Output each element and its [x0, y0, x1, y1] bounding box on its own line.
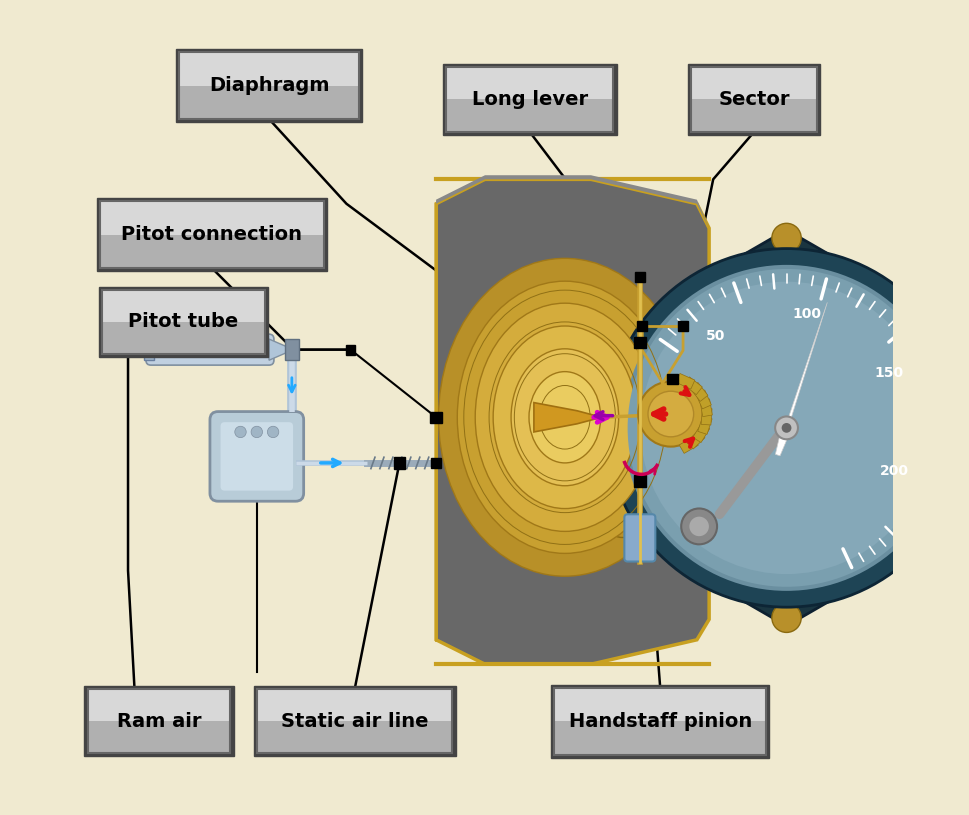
- FancyBboxPatch shape: [550, 685, 768, 758]
- FancyBboxPatch shape: [687, 64, 820, 135]
- Polygon shape: [268, 339, 294, 360]
- Bar: [634, 475, 645, 487]
- Circle shape: [607, 319, 636, 348]
- Circle shape: [781, 423, 791, 433]
- FancyBboxPatch shape: [145, 334, 273, 365]
- Bar: [345, 345, 355, 355]
- Bar: [144, 339, 154, 360]
- Text: Static air line: Static air line: [281, 711, 428, 731]
- FancyBboxPatch shape: [690, 67, 816, 99]
- Polygon shape: [436, 179, 708, 664]
- Ellipse shape: [528, 372, 600, 463]
- FancyBboxPatch shape: [179, 86, 359, 119]
- Bar: [123, 345, 133, 355]
- Bar: [683, 377, 702, 394]
- Ellipse shape: [438, 258, 691, 576]
- Text: Pitot connection: Pitot connection: [121, 225, 302, 244]
- FancyBboxPatch shape: [87, 721, 230, 753]
- Text: 150: 150: [873, 367, 902, 381]
- Text: 50: 50: [704, 329, 724, 343]
- FancyBboxPatch shape: [209, 412, 303, 501]
- Circle shape: [267, 426, 278, 438]
- FancyBboxPatch shape: [553, 688, 766, 721]
- Bar: [393, 457, 405, 469]
- Circle shape: [234, 426, 246, 438]
- Circle shape: [623, 265, 949, 591]
- Polygon shape: [774, 302, 827, 456]
- FancyBboxPatch shape: [179, 52, 359, 86]
- FancyBboxPatch shape: [100, 201, 324, 235]
- Bar: [675, 373, 694, 389]
- Ellipse shape: [456, 281, 672, 553]
- Bar: [430, 412, 441, 423]
- Bar: [637, 321, 646, 331]
- FancyBboxPatch shape: [446, 67, 612, 99]
- Bar: [667, 373, 677, 384]
- Text: Handstaff pinion: Handstaff pinion: [568, 711, 751, 731]
- FancyBboxPatch shape: [257, 689, 452, 721]
- FancyBboxPatch shape: [253, 686, 455, 756]
- Circle shape: [935, 509, 965, 538]
- Text: Diaphragm: Diaphragm: [208, 76, 328, 95]
- Polygon shape: [533, 403, 601, 432]
- Ellipse shape: [475, 303, 654, 531]
- Polygon shape: [614, 230, 957, 626]
- Circle shape: [689, 517, 708, 536]
- Circle shape: [638, 381, 703, 447]
- Circle shape: [607, 249, 965, 607]
- FancyArrowPatch shape: [129, 346, 138, 354]
- FancyBboxPatch shape: [99, 287, 268, 357]
- Text: Long lever: Long lever: [471, 90, 587, 109]
- Bar: [700, 399, 711, 416]
- Bar: [686, 430, 704, 449]
- Bar: [284, 339, 298, 360]
- FancyBboxPatch shape: [553, 721, 766, 755]
- Bar: [634, 337, 645, 348]
- Circle shape: [647, 391, 693, 437]
- FancyBboxPatch shape: [257, 721, 452, 753]
- FancyBboxPatch shape: [87, 689, 230, 721]
- Circle shape: [680, 509, 716, 544]
- FancyBboxPatch shape: [84, 686, 234, 756]
- Circle shape: [771, 603, 800, 632]
- Circle shape: [251, 426, 263, 438]
- Bar: [199, 344, 209, 355]
- Bar: [634, 272, 644, 283]
- FancyBboxPatch shape: [100, 235, 324, 268]
- Ellipse shape: [511, 349, 618, 486]
- FancyBboxPatch shape: [97, 198, 327, 271]
- Circle shape: [774, 416, 797, 439]
- Circle shape: [935, 319, 965, 348]
- Circle shape: [771, 223, 800, 253]
- Bar: [695, 390, 710, 409]
- FancyBboxPatch shape: [446, 99, 612, 132]
- Bar: [692, 424, 709, 443]
- Circle shape: [607, 509, 636, 538]
- FancyBboxPatch shape: [102, 322, 265, 354]
- Text: 200: 200: [879, 465, 908, 478]
- Text: 100: 100: [792, 306, 821, 320]
- Text: Sector: Sector: [717, 90, 789, 109]
- FancyBboxPatch shape: [176, 49, 361, 122]
- Bar: [430, 458, 441, 468]
- Bar: [697, 416, 711, 434]
- Bar: [690, 382, 707, 401]
- FancyBboxPatch shape: [102, 290, 265, 322]
- FancyBboxPatch shape: [624, 514, 655, 562]
- Circle shape: [640, 282, 932, 574]
- Ellipse shape: [492, 326, 636, 509]
- Bar: [677, 321, 687, 331]
- Circle shape: [627, 269, 945, 587]
- Bar: [701, 408, 711, 425]
- Bar: [200, 346, 208, 354]
- Bar: [678, 437, 698, 453]
- FancyBboxPatch shape: [443, 64, 616, 135]
- Text: Pitot tube: Pitot tube: [128, 312, 238, 332]
- Text: Ram air: Ram air: [116, 711, 201, 731]
- Polygon shape: [436, 175, 708, 228]
- FancyBboxPatch shape: [690, 99, 816, 132]
- FancyBboxPatch shape: [220, 422, 293, 491]
